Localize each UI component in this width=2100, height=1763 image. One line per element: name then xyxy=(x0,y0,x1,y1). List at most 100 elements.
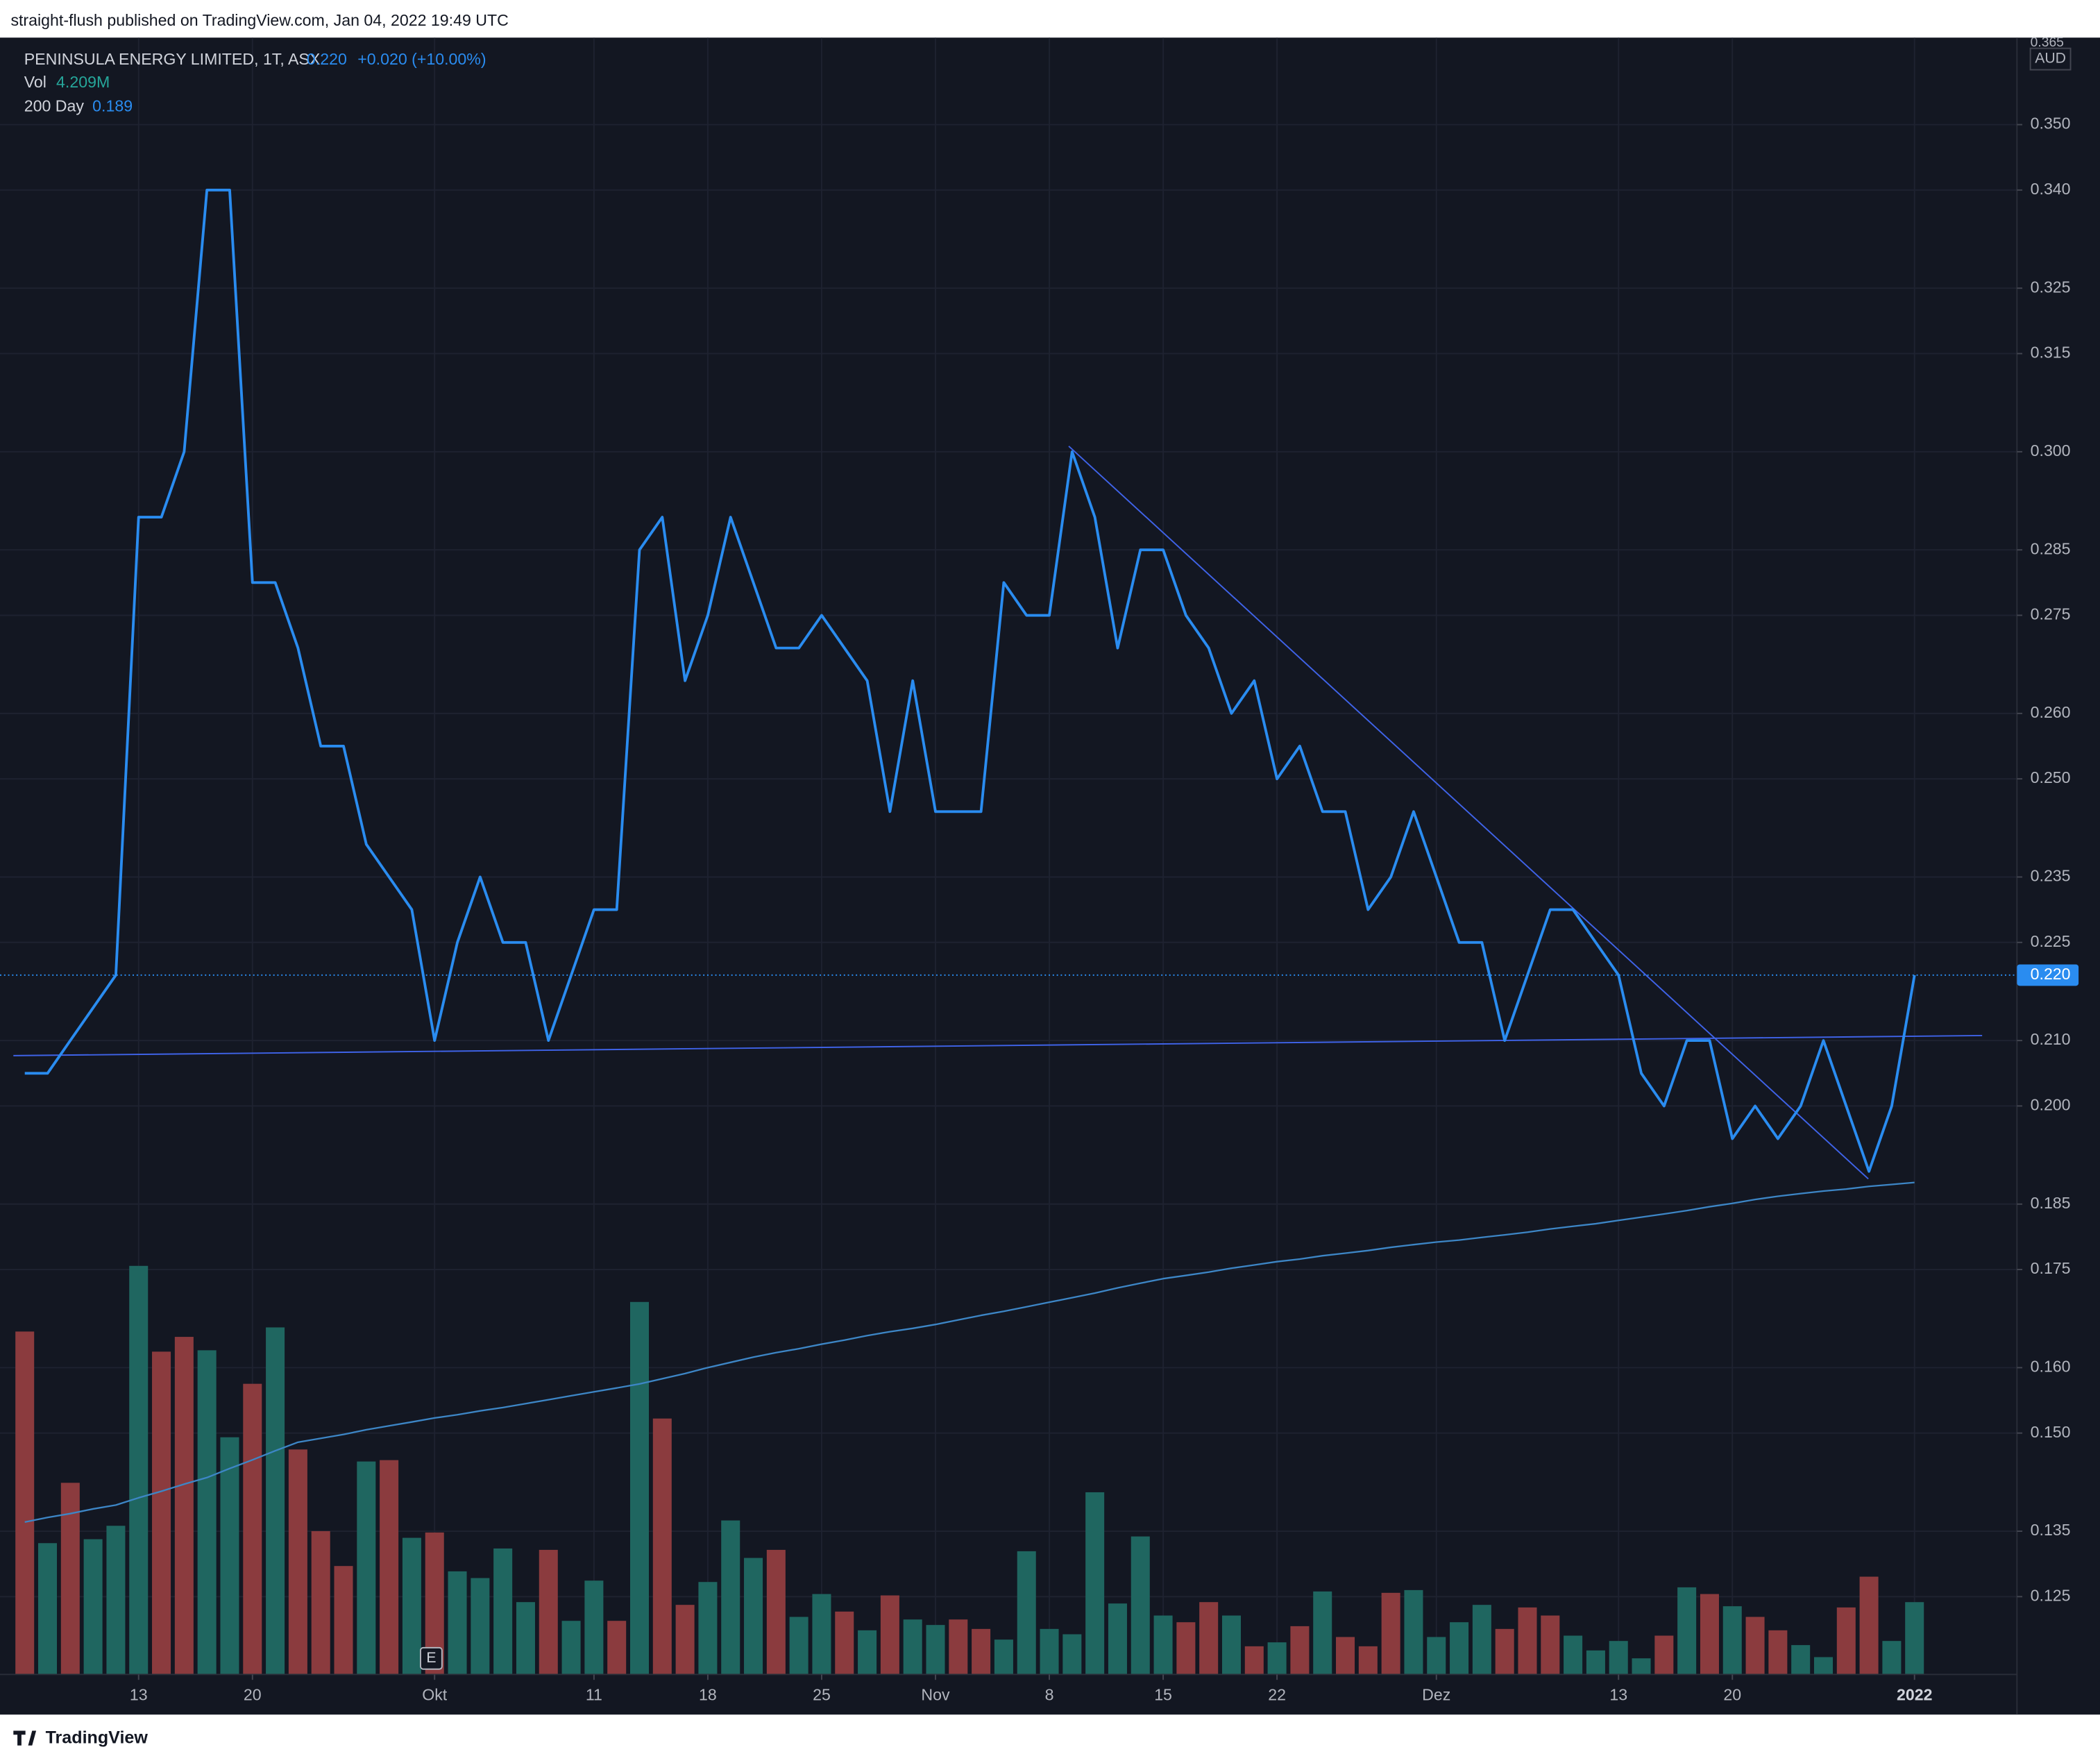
x-tick-label: 20 xyxy=(1723,1685,1741,1703)
volume-bar xyxy=(1905,1602,1924,1675)
symbol-name: PENINSULA ENERGY LIMITED, 1T, ASX xyxy=(24,50,321,68)
price-pane xyxy=(0,188,2017,1523)
volume-bar xyxy=(1813,1657,1833,1675)
volume-bar xyxy=(471,1578,490,1675)
volume-bar xyxy=(903,1619,922,1675)
y-tick-label: 0.150 xyxy=(2031,1423,2071,1441)
volume-bar xyxy=(1108,1603,1127,1675)
volume-bar xyxy=(1518,1607,1537,1675)
y-tick-label: 0.315 xyxy=(2031,344,2071,362)
volume-bar xyxy=(1495,1628,1514,1675)
volume-bar xyxy=(1609,1641,1628,1675)
volume-bar xyxy=(311,1530,330,1675)
price-axis: 0.365 0.350 0.340 0.325 0.315 0.300 0.285 0.275… xyxy=(130,35,2079,1703)
volume-bar xyxy=(629,1301,650,1675)
volume-bar xyxy=(1472,1605,1491,1675)
volume-bar xyxy=(1017,1551,1036,1675)
volume-bar xyxy=(357,1461,376,1675)
y-tick-label: 0.225 xyxy=(2031,932,2071,950)
volume-bar xyxy=(1632,1658,1651,1675)
grid xyxy=(0,37,2017,1675)
volume-bar xyxy=(1700,1594,1719,1675)
volume-bar xyxy=(835,1611,854,1675)
volume-bar xyxy=(1882,1641,1902,1675)
volume-bar xyxy=(561,1621,581,1675)
trend-line xyxy=(13,1034,1983,1056)
volume-bar xyxy=(1244,1646,1264,1675)
volume-bar xyxy=(1153,1615,1173,1675)
volume-bar xyxy=(516,1602,535,1675)
brand-logo xyxy=(13,1730,37,1746)
x-tick-label: 18 xyxy=(699,1685,717,1703)
last-price: 0.220 xyxy=(307,50,347,68)
volume-bar xyxy=(1745,1617,1765,1675)
y-tick-label: 0.275 xyxy=(2031,605,2071,623)
volume-bar xyxy=(1176,1622,1196,1675)
volume-bar xyxy=(812,1594,831,1675)
volume-name: Vol xyxy=(24,73,46,91)
y-tick-label: 0.235 xyxy=(2031,867,2071,885)
volume-bar xyxy=(1564,1635,1583,1675)
volume-bar xyxy=(858,1630,877,1675)
volume-bar xyxy=(1654,1635,1674,1675)
publish-bar xyxy=(0,0,2100,38)
volume-bar xyxy=(1404,1589,1423,1675)
brand: TradingView xyxy=(46,1728,149,1748)
volume-bar xyxy=(1199,1602,1219,1675)
x-tick-label: 11 xyxy=(586,1685,602,1703)
y-tick-label: 0.135 xyxy=(2031,1521,2071,1539)
volume-bar xyxy=(1791,1645,1811,1675)
x-tick-label: 25 xyxy=(813,1685,831,1703)
y-tick-label: 0.210 xyxy=(2031,1030,2071,1048)
volume-bar xyxy=(1313,1591,1332,1675)
volume-bar xyxy=(652,1418,672,1675)
volume-bar xyxy=(106,1526,126,1675)
volume-bar xyxy=(880,1595,899,1675)
volume-bar xyxy=(789,1617,808,1675)
volume-bar xyxy=(1859,1576,1879,1675)
volume-bar xyxy=(926,1625,945,1675)
volume-bar xyxy=(721,1520,740,1675)
event-marker[interactable]: E xyxy=(426,1650,436,1666)
y-tick-label: 0.250 xyxy=(2031,768,2071,786)
volume-value: 4.209M xyxy=(56,73,110,91)
volume-bar xyxy=(243,1383,262,1675)
volume-bar xyxy=(698,1582,718,1675)
volume-bar xyxy=(380,1460,399,1675)
volume-bar xyxy=(1722,1606,1742,1675)
footer xyxy=(0,1714,2100,1763)
x-tick-label: 20 xyxy=(244,1685,262,1703)
currency: AUD xyxy=(2035,51,2066,67)
ma-line xyxy=(24,1181,1915,1523)
y-tick-label: 0.160 xyxy=(2031,1358,2071,1376)
x-tick-label: 15 xyxy=(1154,1685,1172,1703)
volume-bar xyxy=(766,1549,786,1675)
x-tick-label: Dez xyxy=(1422,1685,1450,1703)
y-tick-label: 0.365 xyxy=(2031,35,2064,50)
x-tick-label: 2022 xyxy=(1897,1685,1932,1703)
volume-bar xyxy=(402,1537,421,1675)
volume-bar xyxy=(1290,1626,1310,1675)
volume-bar xyxy=(83,1539,103,1675)
volume-bar xyxy=(220,1437,239,1675)
x-tick-label: 13 xyxy=(130,1685,148,1703)
volume-bar xyxy=(1427,1637,1446,1675)
volume-bar xyxy=(1450,1622,1469,1675)
y-tick-label: 0.175 xyxy=(2031,1259,2071,1277)
x-tick-label: 8 xyxy=(1045,1685,1054,1703)
volume-bar xyxy=(744,1558,763,1675)
volume-pane xyxy=(15,1265,1924,1675)
volume-bar xyxy=(1267,1642,1287,1675)
volume-bar xyxy=(1062,1634,1082,1675)
volume-bar xyxy=(1381,1592,1400,1675)
y-tick-label: 0.300 xyxy=(2031,441,2071,459)
price-change: +0.020 (+10.00%) xyxy=(357,50,486,68)
last-price-badge xyxy=(2017,964,2079,986)
volume-bar xyxy=(539,1549,558,1675)
volume-bar xyxy=(1131,1536,1150,1675)
volume-bar xyxy=(1085,1492,1105,1675)
event-marker-box[interactable] xyxy=(420,1646,443,1670)
volume-bar xyxy=(994,1639,1013,1675)
y-tick-label: 0.260 xyxy=(2031,703,2071,721)
